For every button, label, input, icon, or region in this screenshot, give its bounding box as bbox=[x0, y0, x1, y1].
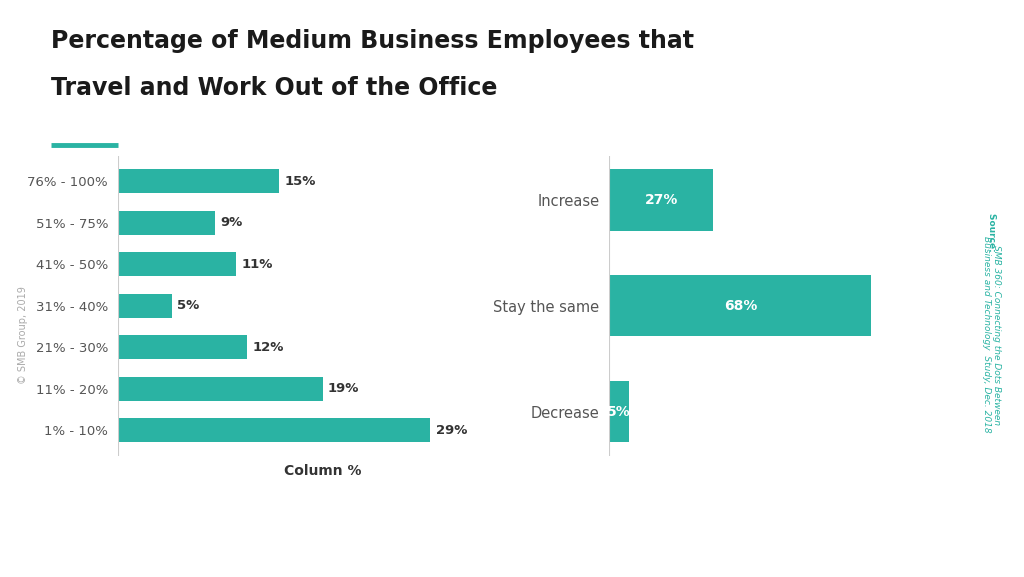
Text: Q) Do you expect the percentages to increase, decrease or remain the same in the: Q) Do you expect the percentages to incr… bbox=[11, 544, 604, 556]
Text: Source:: Source: bbox=[987, 213, 995, 254]
Bar bbox=[609, 381, 629, 442]
Bar bbox=[118, 294, 172, 318]
Text: 19%: 19% bbox=[328, 382, 359, 395]
Bar bbox=[609, 170, 714, 231]
Bar bbox=[118, 418, 430, 442]
Text: 29%: 29% bbox=[436, 424, 467, 437]
X-axis label: Column %: Column % bbox=[284, 464, 361, 478]
Text: Percentage of Medium Business Employees that: Percentage of Medium Business Employees … bbox=[51, 29, 694, 54]
Text: © SMB Group, 2019: © SMB Group, 2019 bbox=[17, 286, 28, 384]
Text: 9%: 9% bbox=[220, 216, 243, 230]
Text: Travel and Work Out of the Office: Travel and Work Out of the Office bbox=[51, 76, 498, 100]
Text: 5%: 5% bbox=[607, 404, 631, 418]
Text: Q) What percentage of your employees travel and work out of the office on a regu: Q) What percentage of your employees tra… bbox=[11, 501, 555, 514]
Text: 15%: 15% bbox=[285, 175, 316, 188]
Bar bbox=[118, 211, 215, 235]
Text: 27%: 27% bbox=[645, 193, 678, 207]
Bar bbox=[118, 335, 247, 359]
Bar bbox=[118, 252, 237, 276]
Bar bbox=[118, 377, 323, 401]
Text: SMB 360: Connecting the Dots Between
Business and Technology  Study, Dec. 2018: SMB 360: Connecting the Dots Between Bus… bbox=[982, 237, 1000, 433]
Text: 5%: 5% bbox=[177, 299, 200, 312]
Bar bbox=[118, 170, 280, 193]
Text: 12%: 12% bbox=[253, 341, 284, 354]
Text: 68%: 68% bbox=[724, 299, 757, 313]
Text: 11%: 11% bbox=[242, 258, 273, 271]
Bar bbox=[609, 275, 871, 336]
